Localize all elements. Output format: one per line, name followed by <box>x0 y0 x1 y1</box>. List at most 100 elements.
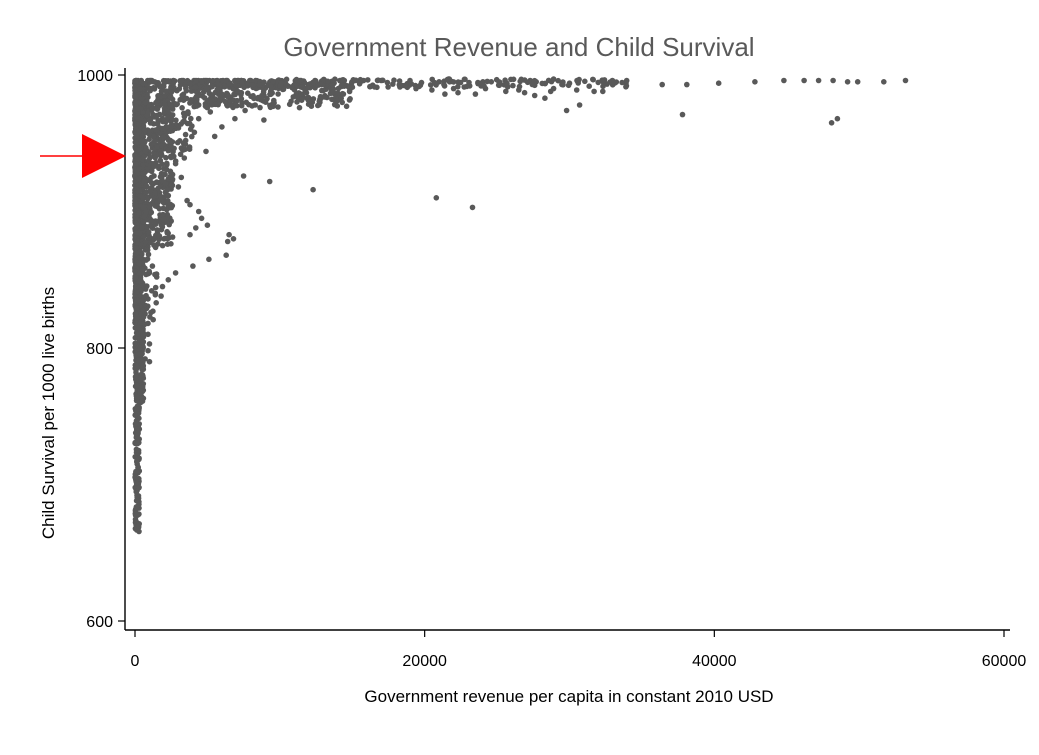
data-point <box>257 104 263 111</box>
data-point <box>211 133 218 140</box>
data-point <box>510 82 516 89</box>
data-point <box>151 79 158 85</box>
data-point <box>133 230 139 236</box>
data-point <box>167 94 174 100</box>
data-point <box>531 92 538 99</box>
data-point <box>217 96 223 102</box>
data-point <box>140 339 146 345</box>
data-point <box>216 86 222 92</box>
data-point <box>165 114 171 121</box>
data-point <box>135 147 142 153</box>
data-point <box>270 103 277 110</box>
data-point <box>623 84 629 90</box>
data-point <box>469 204 476 211</box>
data-point <box>340 77 347 83</box>
data-point <box>209 92 216 98</box>
data-point <box>167 138 173 145</box>
x-tick-label: 60000 <box>982 653 1027 670</box>
data-point <box>715 80 722 86</box>
data-point <box>343 103 350 110</box>
data-point <box>184 197 190 204</box>
data-point <box>257 82 263 88</box>
data-point <box>132 196 139 202</box>
data-point <box>752 79 758 85</box>
data-point <box>902 77 909 84</box>
data-point <box>142 239 149 245</box>
data-point <box>141 177 147 184</box>
data-point <box>133 133 140 139</box>
data-point <box>455 79 462 85</box>
x-axis-label: Government revenue per capita in constan… <box>364 687 773 706</box>
data-point <box>195 208 202 215</box>
data-point <box>133 488 140 495</box>
data-point <box>442 91 448 97</box>
data-point <box>219 91 225 97</box>
data-point <box>275 91 281 97</box>
data-point <box>164 187 171 193</box>
data-point <box>233 102 239 108</box>
data-point <box>325 78 331 85</box>
data-point <box>472 91 479 97</box>
y-axis-label: Child Survival per 1000 live births <box>39 287 58 539</box>
data-point <box>132 373 139 380</box>
data-point <box>164 241 171 247</box>
data-point <box>165 277 172 283</box>
data-point <box>136 324 142 331</box>
data-point <box>143 182 149 189</box>
data-point <box>152 284 159 291</box>
data-point <box>153 113 160 119</box>
data-point <box>144 112 150 119</box>
data-point <box>141 118 148 125</box>
data-point <box>146 203 153 210</box>
data-point <box>147 120 154 126</box>
data-point <box>135 176 142 182</box>
data-point <box>149 263 156 269</box>
data-point <box>613 79 620 85</box>
data-point <box>166 235 172 241</box>
data-point <box>182 141 189 148</box>
data-point <box>183 95 190 102</box>
data-point <box>159 161 165 167</box>
data-point <box>139 266 145 272</box>
data-point <box>134 155 140 162</box>
data-point <box>135 238 141 245</box>
data-point <box>167 174 173 180</box>
data-point <box>310 186 316 193</box>
data-point <box>142 99 149 106</box>
data-point <box>133 160 139 167</box>
data-point <box>245 90 251 96</box>
data-point <box>145 347 151 354</box>
data-point <box>559 81 565 88</box>
data-point <box>148 179 155 186</box>
data-point <box>152 292 159 298</box>
data-point <box>154 120 160 127</box>
data-point <box>384 79 391 86</box>
data-point <box>179 92 185 99</box>
data-point <box>390 81 396 87</box>
data-point <box>133 77 139 84</box>
data-point <box>375 77 382 83</box>
data-point <box>169 183 175 189</box>
data-point <box>156 165 162 172</box>
data-point <box>576 76 582 83</box>
data-point <box>132 421 139 427</box>
data-point <box>134 456 140 463</box>
data-point <box>881 79 887 85</box>
data-point <box>521 89 528 96</box>
data-point <box>339 90 346 97</box>
data-point <box>684 81 690 88</box>
data-point <box>146 358 153 365</box>
data-point <box>201 95 208 101</box>
data-point <box>330 89 337 95</box>
data-point <box>158 293 164 299</box>
data-point <box>555 77 561 84</box>
data-point <box>385 84 391 90</box>
y-tick-label: 600 <box>86 614 113 631</box>
data-point <box>193 103 200 109</box>
data-point <box>147 314 153 320</box>
data-point <box>170 80 176 87</box>
data-point <box>332 76 338 82</box>
data-point <box>550 76 557 82</box>
data-point <box>563 107 570 114</box>
plot-area <box>132 76 909 535</box>
